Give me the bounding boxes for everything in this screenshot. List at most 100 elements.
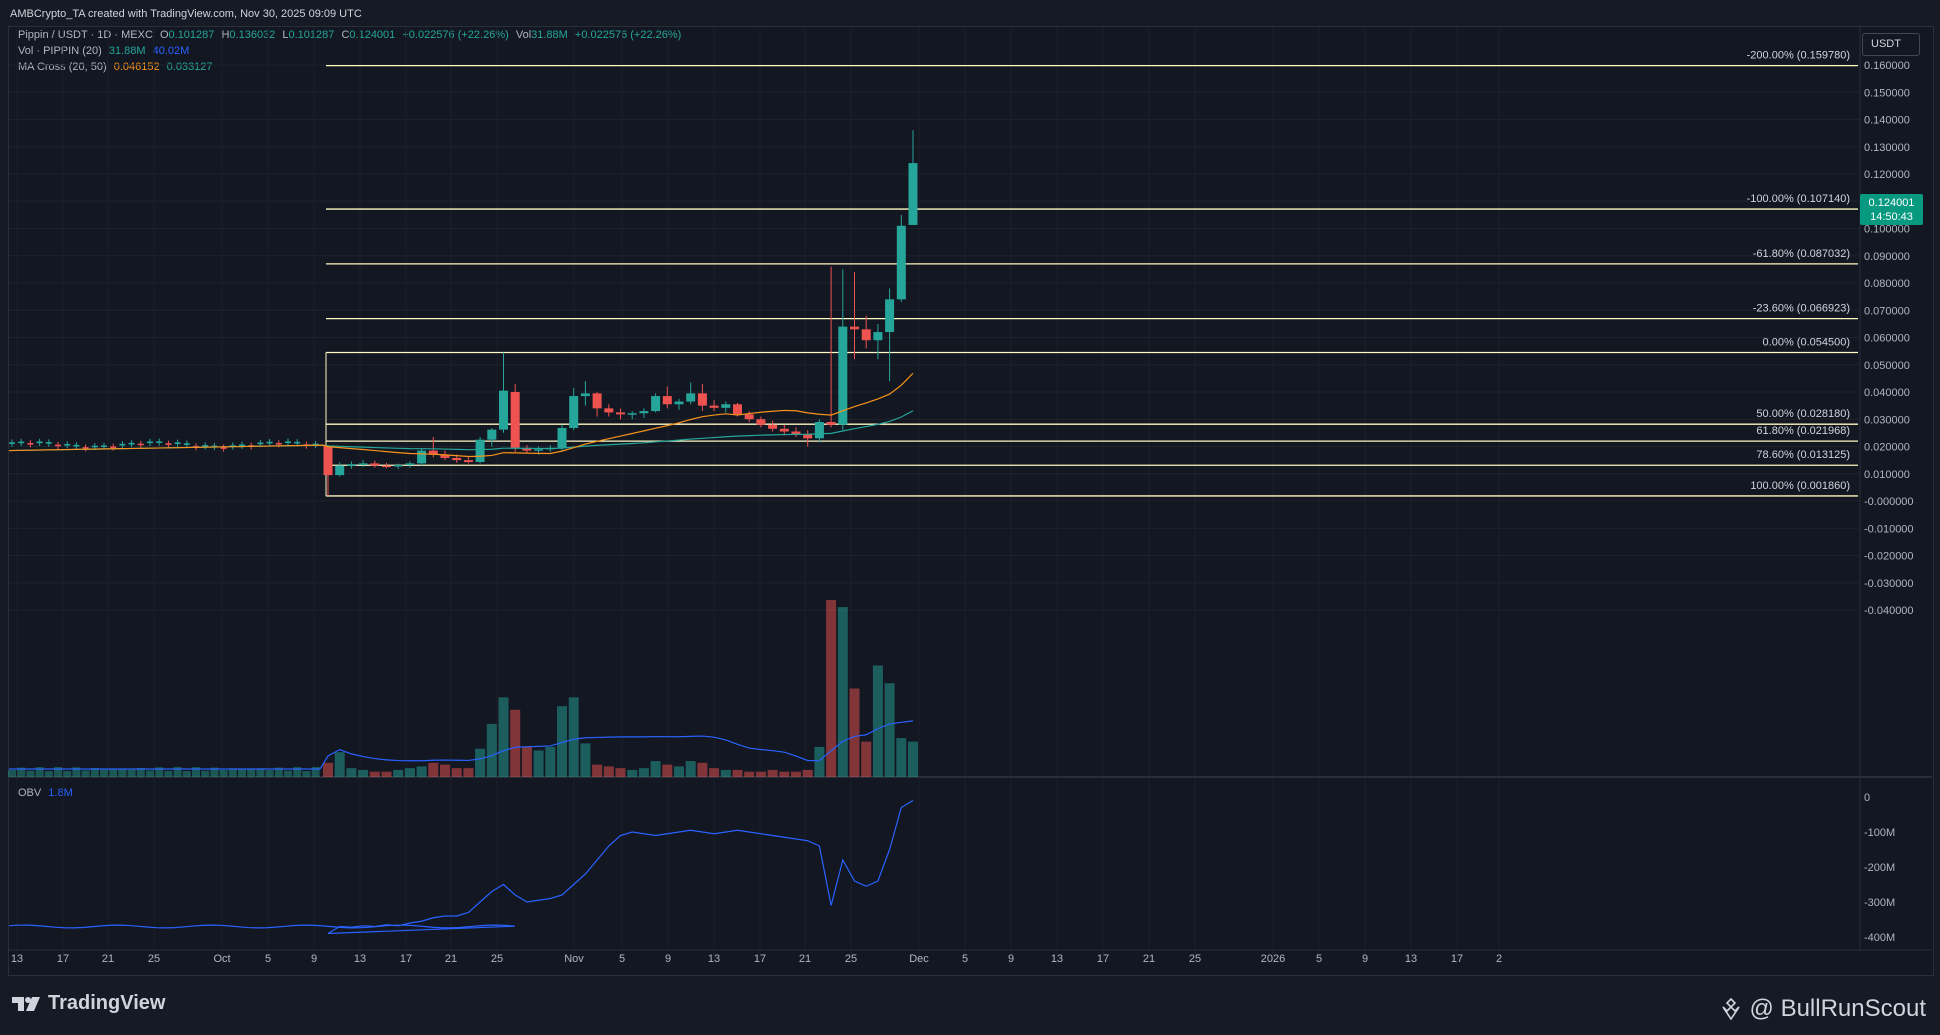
price-axis-tick-label: 0.060000 — [1864, 333, 1910, 345]
volume-bar — [884, 683, 895, 777]
volume-bar — [568, 697, 579, 777]
obv-line — [8, 799, 914, 935]
obv-axis-tick-label: -300M — [1864, 897, 1895, 909]
candle-body — [174, 442, 181, 445]
candle-body — [487, 429, 497, 440]
candle-body — [756, 419, 766, 425]
volume-bar — [475, 748, 486, 777]
volume-bar — [173, 767, 182, 777]
time-axis-tick-label: 9 — [665, 953, 671, 965]
volume-bar — [265, 770, 274, 777]
volume-bar — [100, 769, 108, 777]
candle-body — [838, 326, 848, 425]
candle-body — [147, 441, 153, 444]
volume-bar — [182, 770, 191, 777]
price-axis-tick-label: 0.020000 — [1864, 442, 1910, 454]
volume-bar — [293, 767, 302, 777]
volume-bar — [8, 770, 16, 777]
candle-body — [370, 463, 380, 466]
volume-bar — [720, 769, 731, 777]
time-axis-tick-label: Oct — [213, 953, 230, 965]
volume-bar — [580, 743, 591, 777]
high-value: 0.136032 — [229, 29, 276, 41]
candle-body — [475, 439, 485, 463]
volume-bar — [837, 607, 848, 777]
volume-bar — [146, 770, 154, 777]
volume-bar — [238, 769, 246, 777]
volume-bar — [627, 769, 638, 777]
volume-bar — [26, 770, 35, 777]
candle-body — [557, 427, 567, 448]
candle-body — [627, 413, 637, 415]
volume-bar — [35, 767, 44, 777]
candle-body — [440, 454, 450, 458]
price-axis-tick-label: 0.120000 — [1864, 169, 1910, 181]
time-axis-tick-label: 25 — [1189, 953, 1201, 965]
candle-body — [534, 449, 544, 451]
vol-value: 31.88M — [531, 29, 568, 41]
candle-body — [709, 405, 719, 408]
volume-bar — [416, 766, 427, 777]
time-axis-tick-label: 21 — [1143, 953, 1155, 965]
volume-bar — [872, 665, 883, 777]
open-value: 0.101287 — [168, 29, 215, 41]
volume-bar — [90, 767, 99, 777]
ma20-line — [8, 372, 914, 458]
candle-body — [312, 443, 319, 446]
volume-bar — [404, 768, 415, 777]
fib-level-label: 50.00% (0.028180) — [1756, 408, 1850, 420]
close-label: C — [341, 29, 350, 41]
fib-level-label: -23.60% (0.066923) — [1753, 303, 1850, 315]
volume-bar — [334, 752, 345, 777]
candle-body — [55, 444, 61, 447]
symbol-name[interactable]: Pippin / USDT · 1D · MEXC — [18, 29, 153, 41]
candle-body — [580, 393, 590, 397]
candle-body — [651, 396, 661, 412]
obv-indicator-name[interactable]: OBV — [18, 787, 42, 799]
fib-level-label: 78.60% (0.013125) — [1756, 449, 1850, 461]
price-axis-tick-label: -0.040000 — [1864, 605, 1914, 617]
volume-bar — [662, 764, 673, 777]
currency-button[interactable]: USDT — [1862, 33, 1920, 56]
volume-bar — [393, 769, 404, 777]
time-axis-tick-label: 9 — [1008, 953, 1014, 965]
candle-body — [510, 392, 520, 448]
price-axis-tick-label: 0.160000 — [1864, 60, 1910, 72]
candle-body — [826, 421, 836, 425]
time-axis-tick-label: 13 — [354, 953, 366, 965]
time-axis-tick-label: 2026 — [1261, 953, 1285, 965]
fib-level-label: -61.80% (0.087032) — [1753, 248, 1850, 260]
candle-body — [697, 393, 707, 406]
volume-bar — [381, 771, 392, 777]
candle-body — [101, 445, 107, 448]
candle-body — [64, 443, 71, 446]
candle-body — [604, 408, 614, 413]
volume-bar — [201, 770, 210, 777]
volume-bar — [861, 741, 872, 777]
time-axis-tick-label: 13 — [708, 953, 720, 965]
candle-body — [721, 404, 731, 408]
time-axis-tick-label: 21 — [102, 953, 114, 965]
candle-body — [791, 431, 801, 435]
volume-bar — [311, 767, 320, 777]
volume-indicator-name[interactable]: Vol · PIPPIN (20) — [18, 45, 102, 57]
tradingview-brand[interactable]: TradingView — [12, 992, 165, 1015]
volume-bar — [533, 750, 544, 777]
author-watermark: @ BullRunScout — [1720, 995, 1926, 1023]
bar-countdown: 14:50:43 — [1870, 211, 1913, 223]
low-label: L — [282, 29, 289, 41]
obv-legend: OBV 1.8M — [18, 787, 77, 799]
candle-body — [229, 445, 236, 447]
volume-bar — [814, 746, 825, 777]
volume-bar — [164, 770, 173, 777]
candle-body — [257, 442, 264, 445]
ma-cross-indicator-name[interactable]: MA Cross (20, 50) — [18, 61, 107, 73]
price-axis-tick-label: -0.000000 — [1864, 496, 1914, 508]
volume-bar — [592, 764, 603, 777]
change-value: +0.022576 (+22.26%) — [402, 29, 509, 41]
tradingview-logo-icon — [12, 996, 40, 1011]
volume-bar — [192, 767, 200, 777]
volume-bar — [219, 770, 228, 777]
candle-body — [266, 441, 273, 444]
